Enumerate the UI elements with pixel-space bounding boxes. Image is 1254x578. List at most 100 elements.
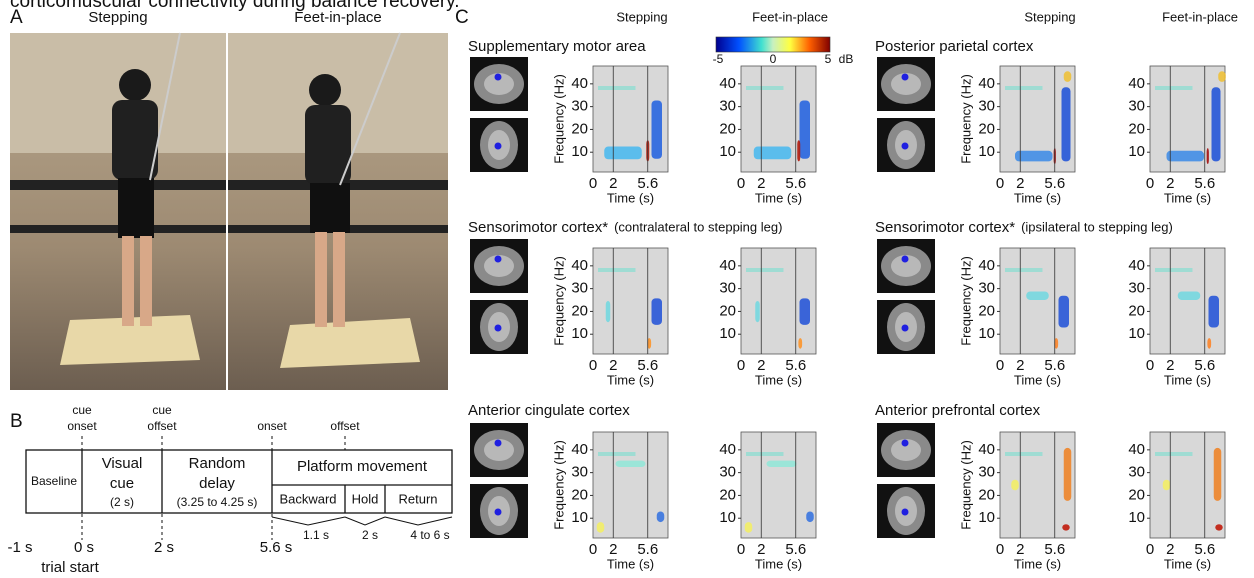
spectrogram-blob: [754, 147, 792, 160]
noise: [1155, 452, 1193, 456]
x-tick-label: 2: [1166, 541, 1174, 558]
y-tick-label: 10: [571, 325, 588, 342]
y-tick-label: 40: [1128, 75, 1145, 92]
region-title: Posterior parietal cortex: [875, 38, 1034, 55]
panel-label: A: [10, 7, 23, 28]
spectrogram-blob: [652, 100, 663, 158]
y-tick-label: 20: [571, 486, 588, 503]
x-tick-label: 0: [1146, 357, 1154, 374]
noise: [1005, 452, 1043, 456]
colorbar-label: dB: [839, 52, 854, 66]
source-dots: [902, 509, 909, 516]
y-tick-label: 30: [571, 464, 588, 481]
x-tick-label: 0: [737, 357, 745, 374]
y-tick-label: 10: [1128, 325, 1145, 342]
time-label: 0 s: [74, 539, 94, 556]
column-title: Stepping: [616, 9, 667, 24]
spectrogram-blob: [1207, 148, 1209, 164]
x-tick-label: 2: [609, 357, 617, 374]
y-tick-label: 40: [978, 75, 995, 92]
spectrogram: 10203040025.6Time (s): [719, 432, 816, 571]
colorbar: [716, 37, 830, 52]
y-tick-label: 30: [1128, 464, 1145, 481]
y-tick-label: 20: [978, 486, 995, 503]
time-label: 2 s: [154, 539, 174, 556]
source-dots: [495, 325, 502, 332]
subphase-duration: 1.1 s: [303, 528, 329, 542]
noise: [1155, 86, 1193, 90]
phase-label: Random: [189, 455, 246, 472]
spectrogram-blob: [1026, 291, 1049, 299]
noise: [598, 452, 636, 456]
y-tick-label: 40: [571, 441, 588, 458]
trial-start-label: trial start: [41, 559, 99, 576]
x-tick-label: 5.6: [1194, 541, 1215, 558]
y-tick-label: 10: [978, 325, 995, 342]
subphase-duration: 4 to 6 s: [410, 528, 449, 542]
y-tick-label: 30: [571, 98, 588, 115]
x-axis-label: Time (s): [755, 372, 802, 387]
spectrogram-blob: [1215, 524, 1223, 530]
spectrogram-blob: [1214, 448, 1222, 501]
y-tick-label: 30: [719, 98, 736, 115]
x-axis-label: Time (s): [1164, 556, 1211, 571]
x-tick-label: 2: [757, 175, 765, 192]
y-tick-label: 20: [719, 302, 736, 319]
spectrogram-blob: [597, 522, 605, 533]
spectrogram-blob: [1011, 480, 1019, 491]
photo: [228, 33, 448, 390]
x-tick-label: 2: [757, 541, 765, 558]
spectrogram-blob: [806, 512, 814, 523]
y-tick-label: 30: [719, 464, 736, 481]
x-tick-label: 2: [609, 541, 617, 558]
spectrogram-blob: [606, 301, 611, 322]
event-label: onset: [67, 419, 97, 433]
spectrogram-blob: [652, 298, 663, 325]
x-axis-label: Time (s): [1014, 190, 1061, 205]
x-axis-label: Time (s): [755, 556, 802, 571]
noise: [598, 86, 636, 90]
source-dots: [902, 325, 909, 332]
y-tick-label: 20: [1128, 120, 1145, 137]
spectrogram-blob: [800, 298, 811, 325]
x-tick-label: 5.6: [637, 175, 658, 192]
subphase-label: Return: [398, 491, 437, 506]
x-tick-label: 5.6: [1194, 357, 1215, 374]
column-title: Feet-in-place: [752, 9, 828, 24]
phase-label: cue: [110, 475, 134, 492]
y-tick-label: 10: [978, 509, 995, 526]
y-tick-label: 40: [978, 257, 995, 274]
spectrogram: 10203040025.6Time (s): [1128, 248, 1225, 387]
phase-label: delay: [199, 475, 235, 492]
photo-title: Stepping: [88, 9, 147, 26]
spectrogram-blob: [755, 301, 760, 322]
y-tick-label: 20: [978, 120, 995, 137]
x-tick-label: 2: [609, 175, 617, 192]
spectrogram-blob: [745, 522, 753, 533]
noise: [746, 452, 784, 456]
subphase-label: Backward: [279, 491, 336, 506]
x-tick-label: 5.6: [637, 541, 658, 558]
x-axis-label: Time (s): [1164, 190, 1211, 205]
column-title: Stepping: [1024, 9, 1075, 24]
phase-label: Platform movement: [297, 458, 428, 475]
event-label: cue: [152, 403, 172, 417]
spectrogram-blob: [767, 461, 797, 467]
y-tick-label: 40: [1128, 257, 1145, 274]
column-title: Feet-in-place: [1162, 9, 1238, 24]
x-tick-label: 2: [1016, 357, 1024, 374]
x-axis-label: Time (s): [755, 190, 802, 205]
panel-label: C: [455, 7, 469, 28]
y-tick-label: 20: [719, 486, 736, 503]
y-tick-label: 10: [719, 143, 736, 160]
x-tick-label: 0: [737, 541, 745, 558]
y-tick-label: 40: [978, 441, 995, 458]
x-tick-label: 2: [1016, 541, 1024, 558]
x-tick-label: 2: [1016, 175, 1024, 192]
y-tick-label: 40: [719, 441, 736, 458]
spectrogram-blob: [1207, 338, 1211, 349]
x-axis-label: Time (s): [607, 372, 654, 387]
